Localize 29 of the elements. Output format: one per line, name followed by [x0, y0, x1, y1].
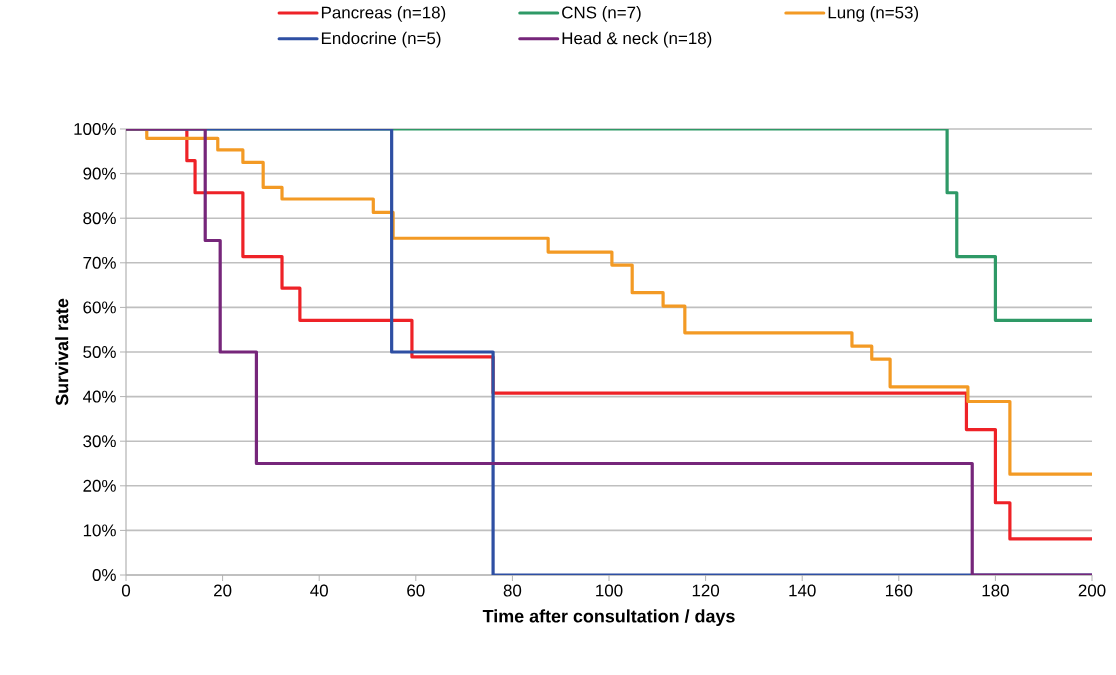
x-tick-label: 200: [1078, 584, 1106, 597]
y-tick-label: 80%: [83, 212, 116, 225]
x-tick-label: 0: [121, 584, 131, 597]
y-tick-label: 90%: [83, 167, 116, 180]
x-tick-label: 40: [310, 584, 328, 597]
x-tick-label: 160: [885, 584, 913, 597]
y-tick-label: 0%: [92, 569, 116, 581]
y-tick-label: 70%: [83, 256, 116, 269]
y-tick-label: 40%: [82, 390, 116, 403]
x-tick-label: 60: [407, 584, 425, 597]
x-tick-label: 180: [982, 584, 1009, 597]
y-axis-title: Survival rate: [55, 298, 69, 406]
y-tick-label: 10%: [83, 524, 116, 537]
y-tick-label: 20%: [83, 479, 116, 492]
x-tick-label: 100: [596, 584, 623, 597]
y-tick-label: 60%: [83, 301, 116, 314]
legend-label: Endocrine (n=5): [321, 31, 441, 48]
x-axis-title: Time after consultation / days: [482, 609, 735, 627]
legend-label: Head & neck (n=18): [562, 31, 712, 48]
legend-label: CNS (n=7): [562, 6, 641, 22]
legend-label: Pancreas (n=18): [321, 6, 446, 22]
x-tick-label: 80: [503, 584, 522, 597]
y-tick-label: 100%: [74, 123, 116, 135]
x-tick-label: 120: [692, 584, 720, 597]
x-tick-label: 140: [789, 584, 816, 597]
legend-label: Lung (n=53): [828, 6, 919, 22]
x-tick-label: 20: [214, 584, 232, 597]
y-tick-label: 30%: [83, 435, 116, 448]
y-tick-label: 50%: [83, 346, 116, 358]
